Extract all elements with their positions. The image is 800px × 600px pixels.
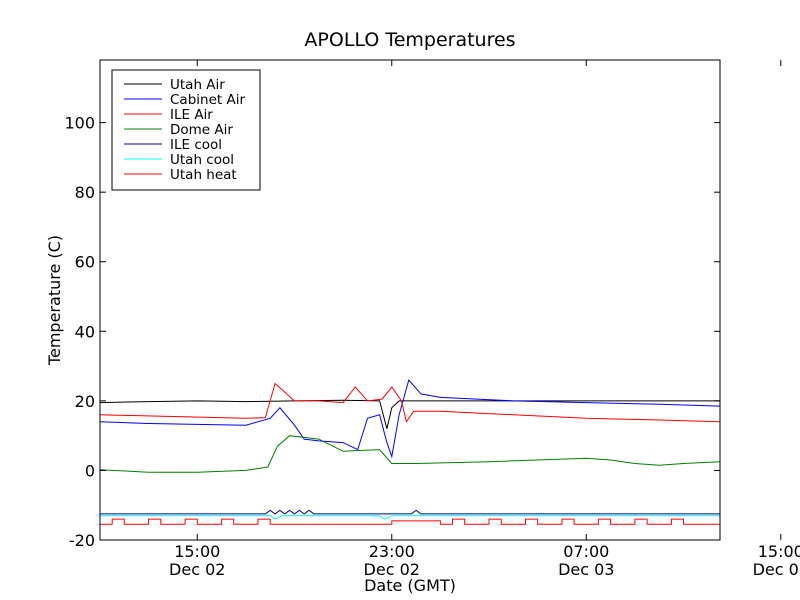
y-tick-label: 80 bbox=[75, 183, 95, 202]
y-axis-label: Temperature (C) bbox=[45, 235, 64, 366]
legend-label-ile-cool: ILE cool bbox=[170, 137, 222, 153]
x-tick-time-label: 15:00 bbox=[758, 542, 800, 561]
y-tick-label: 20 bbox=[75, 392, 95, 411]
y-tick-label: 0 bbox=[85, 461, 95, 480]
y-tick-label: -20 bbox=[69, 531, 95, 550]
legend-label-utah-air: Utah Air bbox=[170, 77, 225, 93]
series-line-ile-cool bbox=[100, 509, 720, 515]
series-line-cabinet-air bbox=[99, 378, 721, 459]
chart-title: APOLLO Temperatures bbox=[304, 29, 515, 51]
legend-label-utah-heat: Utah heat bbox=[170, 167, 237, 183]
series-line-dome-air bbox=[99, 435, 721, 473]
legend-label-cabinet-air: Cabinet Air bbox=[170, 92, 245, 108]
x-tick-date-label: Dec 02 bbox=[364, 560, 420, 579]
x-tick-time-label: 15:00 bbox=[174, 542, 220, 561]
y-tick-label: 100 bbox=[64, 114, 95, 133]
series-line-utah-cool bbox=[100, 515, 720, 520]
x-tick-time-label: 07:00 bbox=[563, 542, 609, 561]
x-tick-time-label: 23:00 bbox=[369, 542, 415, 561]
x-tick-date-label: Dec 03 bbox=[558, 560, 614, 579]
y-tick-label: 40 bbox=[75, 322, 95, 341]
series-line-ile-air bbox=[99, 382, 721, 423]
legend-box bbox=[111, 69, 261, 191]
series-line-utah-air bbox=[99, 399, 720, 429]
y-axis-ticks: -20 0 20 40 60 80 100 bbox=[64, 114, 720, 550]
legend-label-utah-cool: Utah cool bbox=[170, 152, 234, 168]
y-tick-label: 60 bbox=[75, 253, 95, 272]
series-line-utah-heat bbox=[100, 518, 720, 525]
legend-label-ile-air: ILE Air bbox=[170, 107, 213, 123]
x-axis-label: Date (GMT) bbox=[364, 576, 456, 595]
x-tick-date-label: Dec 03 bbox=[753, 560, 800, 579]
axes-border bbox=[99, 59, 721, 541]
series-layer bbox=[99, 378, 721, 525]
legend-label-dome-air: Dome Air bbox=[170, 122, 233, 138]
x-tick-date-label: Dec 02 bbox=[169, 560, 225, 579]
